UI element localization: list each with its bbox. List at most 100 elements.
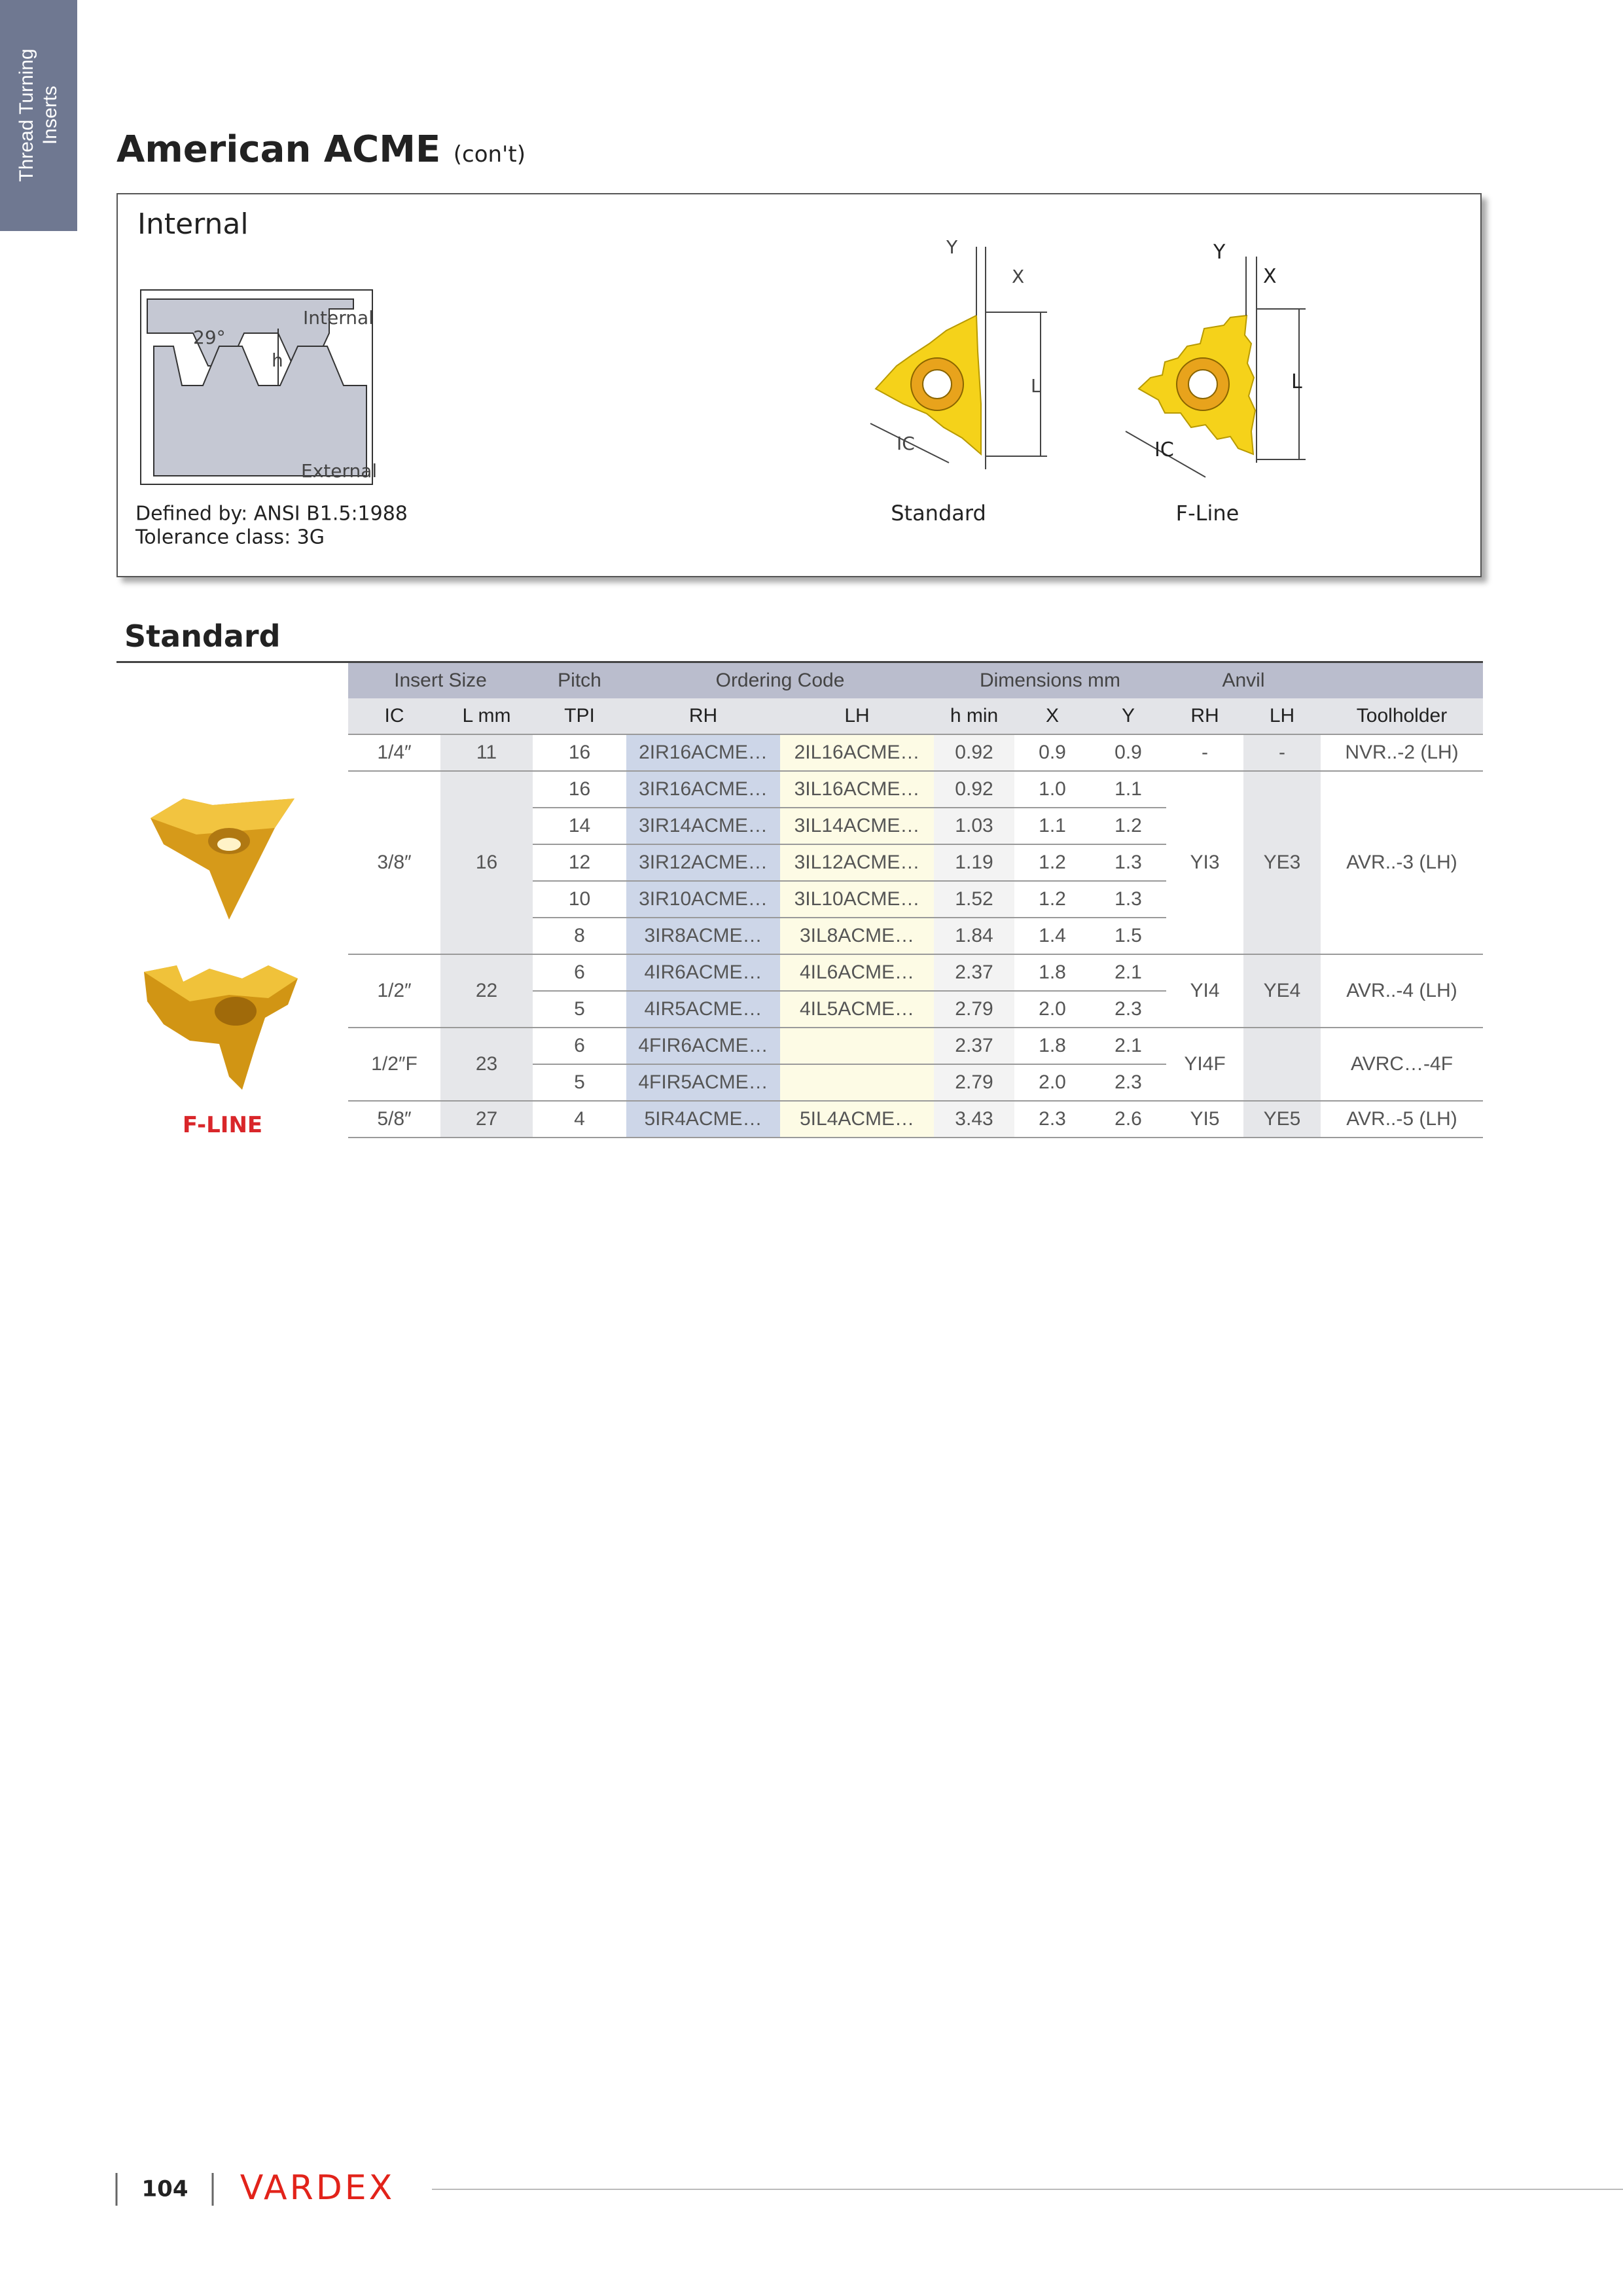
info-box: Internal 29° Internal h External Defined… [116, 193, 1482, 577]
anvil-rh-cell: YI5 [1166, 1101, 1243, 1138]
lh-code-cell: 4IL6ACME… [780, 954, 934, 992]
tpi-cell: 16 [533, 771, 626, 808]
toolholder-cell: AVRC…-4F [1321, 1028, 1483, 1102]
info-box-drawing: Internal 29° Internal h External Defined… [135, 207, 1306, 549]
photo-face [151, 798, 294, 834]
rh-code-cell: 4FIR5ACME… [626, 1064, 780, 1102]
insert-hole [922, 369, 952, 399]
insert-table: Insert Size Pitch Ordering Code Dimensions … [348, 663, 1483, 1138]
tpi-cell: 8 [533, 918, 626, 955]
column-header: L mm [440, 698, 533, 735]
table-row: 12 3IR12ACME… 3IL12ACME… 1.19 1.2 1.3 [348, 844, 1483, 882]
defined-by: Defined by: ANSI B1.5:1988 [135, 503, 408, 526]
table-row: 1/4″ 11 16 2IR16ACME… 2IL16ACME… 0.92 0.9 0.9- -… [348, 734, 1483, 772]
tpi-cell: 6 [533, 954, 626, 992]
internal-label: Internal [303, 307, 374, 329]
y-cell: 2.1 [1090, 954, 1166, 992]
table-row: 5 4FIR5ACME… 2.79 2.0 2.3 [348, 1064, 1483, 1102]
x-cell: 2.3 [1014, 1101, 1090, 1138]
h-min-cell: 2.37 [934, 1028, 1014, 1065]
lh-code-cell: 3IL16ACME… [780, 771, 934, 808]
page-number: 104 [142, 2176, 188, 2202]
column-header: RH [1166, 698, 1243, 735]
rh-code-cell: 4IR5ACME… [626, 991, 780, 1028]
rh-code-cell: 3IR10ACME… [626, 881, 780, 918]
toolholder-cell: AVR..-5 (LH) [1321, 1101, 1483, 1138]
l-cell: 23 [440, 1028, 533, 1102]
title-suffix: (con't) [453, 141, 526, 168]
toolholder-cell: AVR..-4 (LH) [1321, 954, 1483, 1028]
rh-code-cell: 2IR16ACME… [626, 734, 780, 772]
fline-insert-diagram: Y X L IC F-Line [1125, 241, 1306, 526]
l-cell: 27 [440, 1101, 533, 1138]
rh-code-cell: 4IR6ACME… [626, 954, 780, 992]
group-header-blank [1321, 663, 1483, 698]
anvil-lh-cell [1243, 1028, 1321, 1102]
h-min-cell: 2.37 [934, 954, 1014, 992]
lh-code-cell [780, 1064, 934, 1102]
h-min-cell: 1.52 [934, 881, 1014, 918]
column-header: X [1014, 698, 1090, 735]
group-header: Insert Size [348, 663, 533, 698]
y-cell: 2.1 [1090, 1028, 1166, 1065]
column-header: Y [1090, 698, 1166, 735]
tpi-cell: 10 [533, 881, 626, 918]
lh-code-cell: 4IL5ACME… [780, 991, 934, 1028]
group-header: Pitch [533, 663, 626, 698]
anvil-rh-cell: YI3 [1166, 771, 1243, 955]
brand: VARDEX [240, 2168, 395, 2208]
tpi-cell: 5 [533, 1064, 626, 1102]
x-cell: 2.0 [1014, 991, 1090, 1028]
fline-logo: F-LINE [183, 1112, 262, 1138]
table-row: 3/8″ 16 16 3IR16ACME… 3IL16ACME… 0.92 1.0 1.1 YI… [348, 771, 1483, 955]
anvil-lh-cell: YE5 [1243, 1101, 1321, 1138]
x-cell: 1.2 [1014, 844, 1090, 882]
angle-label: 29° [193, 327, 226, 348]
tpi-cell: 6 [533, 1028, 626, 1065]
anvil-lh-cell: YE4 [1243, 954, 1321, 1028]
y-label: Y [1213, 241, 1226, 264]
h-label: h [272, 350, 283, 371]
tpi-cell: 12 [533, 844, 626, 882]
rh-code-cell: 3IR16ACME… [626, 771, 780, 808]
insert-hole [1188, 369, 1218, 399]
toolholder-cell: NVR..-2 (LH) [1321, 734, 1483, 772]
x-label: X [1263, 265, 1277, 288]
column-header: LH [780, 698, 934, 735]
y-cell: 0.9 [1090, 734, 1166, 772]
footer: 104 VARDEX [115, 2168, 1623, 2208]
tpi-cell: 4 [533, 1101, 626, 1138]
x-cell: 0.9 [1014, 734, 1090, 772]
h-min-cell: 1.03 [934, 808, 1014, 845]
h-min-cell: 0.92 [934, 771, 1014, 808]
anvil-rh-cell: - [1166, 734, 1243, 772]
tolerance: Tolerance class: 3G [135, 526, 325, 549]
ic-cell: 5/8″ [348, 1101, 440, 1138]
photo-face [144, 965, 298, 1001]
side-tab-text: Thread Turning Inserts [15, 48, 62, 181]
group-header: Anvil [1166, 663, 1321, 698]
table-row: Insert Size Pitch Ordering Code Dimensions … [348, 663, 1483, 698]
lh-code-cell: 3IL10ACME… [780, 881, 934, 918]
l-label: L [1291, 370, 1302, 393]
y-label: Y [946, 236, 958, 258]
lh-code-cell: 3IL8ACME… [780, 918, 934, 955]
y-cell: 2.3 [1090, 1064, 1166, 1102]
y-cell: 1.5 [1090, 918, 1166, 955]
table-row: 10 3IR10ACME… 3IL10ACME… 1.52 1.2 1.3 [348, 881, 1483, 918]
table-row: 1/2″ 22 6 4IR6ACME… 4IL6ACME… 2.37 1.8 2.1 YI4 YE… [348, 954, 1483, 1028]
l-cell: 22 [440, 954, 533, 1028]
table-row: 5 4IR5ACME… 4IL5ACME… 2.79 2.0 2.3 [348, 991, 1483, 1028]
lh-code-cell: 3IL14ACME… [780, 808, 934, 845]
toolholder-cell: AVR..-3 (LH) [1321, 771, 1483, 955]
y-cell: 1.3 [1090, 881, 1166, 918]
ic-cell: 3/8″ [348, 771, 440, 955]
ic-label: IC [897, 433, 915, 454]
x-label: X [1012, 266, 1024, 287]
h-min-cell: 2.79 [934, 1064, 1014, 1102]
x-cell: 1.0 [1014, 771, 1090, 808]
x-cell: 1.2 [1014, 881, 1090, 918]
y-cell: 1.1 [1090, 771, 1166, 808]
column-header: LH [1243, 698, 1321, 735]
side-tab-line: Inserts [39, 85, 61, 145]
